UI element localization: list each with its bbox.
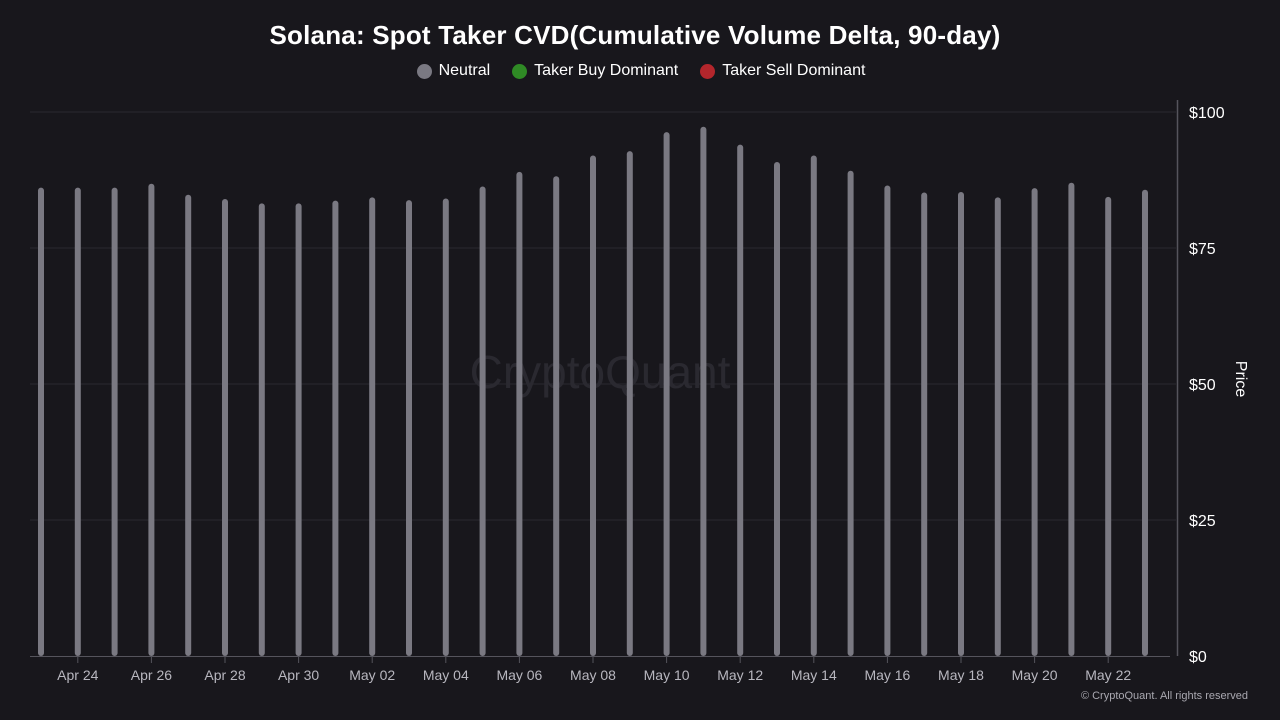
bar-apr-27[interactable] (185, 194, 192, 657)
bar-may-18[interactable] (958, 191, 964, 656)
bar-apr-23[interactable] (38, 187, 44, 656)
chart-legend: Neutral Taker Buy Dominant Taker Sell Do… (0, 62, 1280, 80)
y-tick-label: $0 (1189, 649, 1207, 666)
x-axis-ticks: Apr 24 Apr 26 Apr 28 Apr 30 May 02 May 04 May … (57, 656, 1131, 683)
bar-apr-30[interactable] (295, 203, 302, 656)
x-tick-label: Apr 30 (278, 667, 319, 683)
legend-label-taker-sell: Taker Sell Dominant (722, 62, 866, 79)
legend-label-taker-buy: Taker Buy Dominant (534, 62, 679, 79)
bar-may-04[interactable] (442, 198, 449, 656)
bar-may-10[interactable] (663, 132, 670, 657)
bar-may-01[interactable] (332, 200, 339, 656)
x-tick-label: May 14 (791, 667, 837, 683)
x-tick-label: Apr 28 (204, 667, 245, 683)
axes (30, 100, 1179, 657)
bar-may-05[interactable] (479, 186, 486, 656)
x-tick-label: May 16 (864, 667, 910, 683)
x-tick-label: May 22 (1085, 667, 1131, 683)
bar-may-02[interactable] (369, 197, 376, 656)
bar-may-19[interactable] (994, 197, 1001, 656)
y-axis-label: Price (1232, 361, 1249, 398)
x-tick-label: May 20 (1012, 667, 1058, 683)
x-tick-label: May 08 (570, 667, 616, 683)
legend-item-taker-buy[interactable]: Taker Buy Dominant (512, 62, 678, 80)
bar-may-23[interactable] (1142, 189, 1148, 657)
bar-may-15[interactable] (847, 170, 854, 656)
bar-may-14[interactable] (810, 155, 817, 656)
y-tick-label: $25 (1189, 513, 1216, 530)
legend-swatch-neutral (416, 63, 432, 79)
bar-may-07[interactable] (553, 176, 560, 656)
y-tick-label: $75 (1189, 241, 1216, 258)
chart-title: Solana: Spot Taker CVD(Cumulative Volume… (269, 20, 1001, 50)
bar-may-12[interactable] (737, 144, 744, 656)
bar-may-20[interactable] (1031, 188, 1038, 656)
x-tick-label: Apr 26 (131, 667, 172, 683)
y-tick-label: $50 (1189, 377, 1216, 394)
watermark: CryptoQuant (470, 346, 731, 398)
x-tick-label: May 12 (717, 667, 763, 683)
legend-swatch-taker-buy (512, 63, 528, 79)
x-tick-label: May 18 (938, 667, 984, 683)
grid-lines (30, 111, 1176, 521)
legend-label-neutral: Neutral (438, 62, 491, 79)
bar-apr-24[interactable] (74, 187, 81, 656)
bar-may-09[interactable] (626, 151, 633, 656)
bar-may-11[interactable] (700, 126, 707, 657)
x-tick-label: May 02 (349, 667, 395, 683)
bar-apr-29[interactable] (258, 203, 265, 656)
bar-apr-26[interactable] (148, 183, 155, 657)
legend-item-neutral[interactable]: Neutral (416, 62, 491, 80)
bar-may-17[interactable] (921, 192, 928, 656)
bar-may-03[interactable] (406, 200, 412, 657)
y-axis-ticks: $0 $25 $50 $75 $100 (1189, 105, 1225, 666)
legend-item-taker-sell[interactable]: Taker Sell Dominant (700, 62, 865, 80)
copyright-text: © CryptoQuant. All rights reserved (1080, 690, 1248, 702)
bar-may-13[interactable] (774, 162, 780, 656)
x-tick-label: Apr 24 (57, 667, 98, 683)
y-tick-label: $100 (1189, 105, 1225, 122)
bar-may-06[interactable] (516, 171, 523, 656)
legend-swatch-taker-sell (700, 63, 716, 79)
bar-series (38, 126, 1148, 657)
bar-may-08[interactable] (590, 155, 596, 656)
bar-may-16[interactable] (884, 185, 891, 656)
bar-may-22[interactable] (1105, 196, 1112, 656)
x-tick-label: May 06 (496, 667, 542, 683)
bar-apr-28[interactable] (222, 199, 228, 657)
bar-may-21[interactable] (1068, 182, 1075, 656)
bar-apr-25[interactable] (111, 187, 118, 656)
x-tick-label: May 04 (423, 667, 469, 683)
x-tick-label: May 10 (644, 667, 690, 683)
